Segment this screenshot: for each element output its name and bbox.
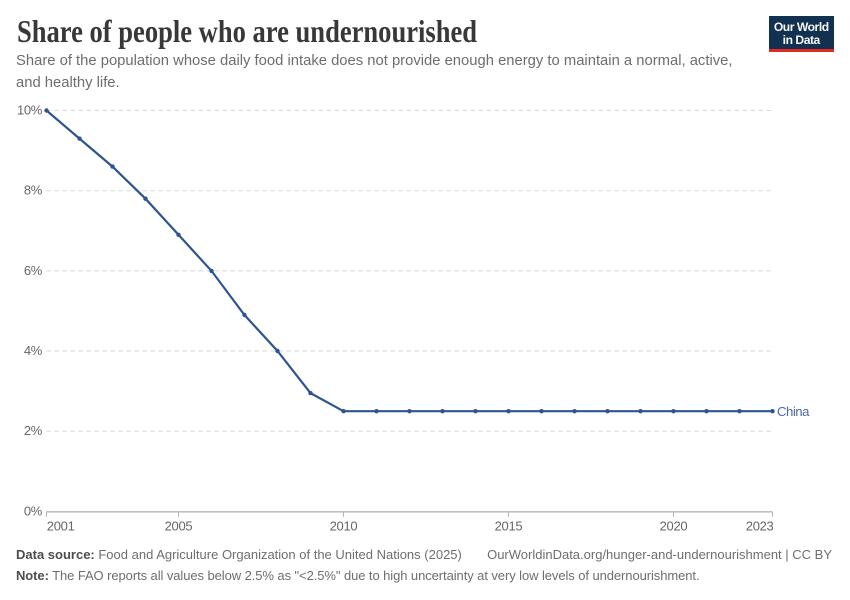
- svg-text:2020: 2020: [660, 519, 688, 534]
- svg-text:2001: 2001: [47, 519, 75, 534]
- svg-text:2%: 2%: [24, 423, 43, 438]
- svg-text:2005: 2005: [165, 519, 193, 534]
- svg-text:4%: 4%: [24, 343, 43, 358]
- svg-text:2015: 2015: [495, 519, 523, 534]
- svg-text:8%: 8%: [24, 183, 43, 198]
- svg-text:China: China: [777, 404, 810, 419]
- svg-text:6%: 6%: [24, 263, 43, 278]
- svg-text:2023: 2023: [746, 519, 774, 534]
- svg-text:10%: 10%: [17, 102, 43, 117]
- svg-text:2010: 2010: [330, 519, 358, 534]
- svg-text:0%: 0%: [24, 503, 43, 518]
